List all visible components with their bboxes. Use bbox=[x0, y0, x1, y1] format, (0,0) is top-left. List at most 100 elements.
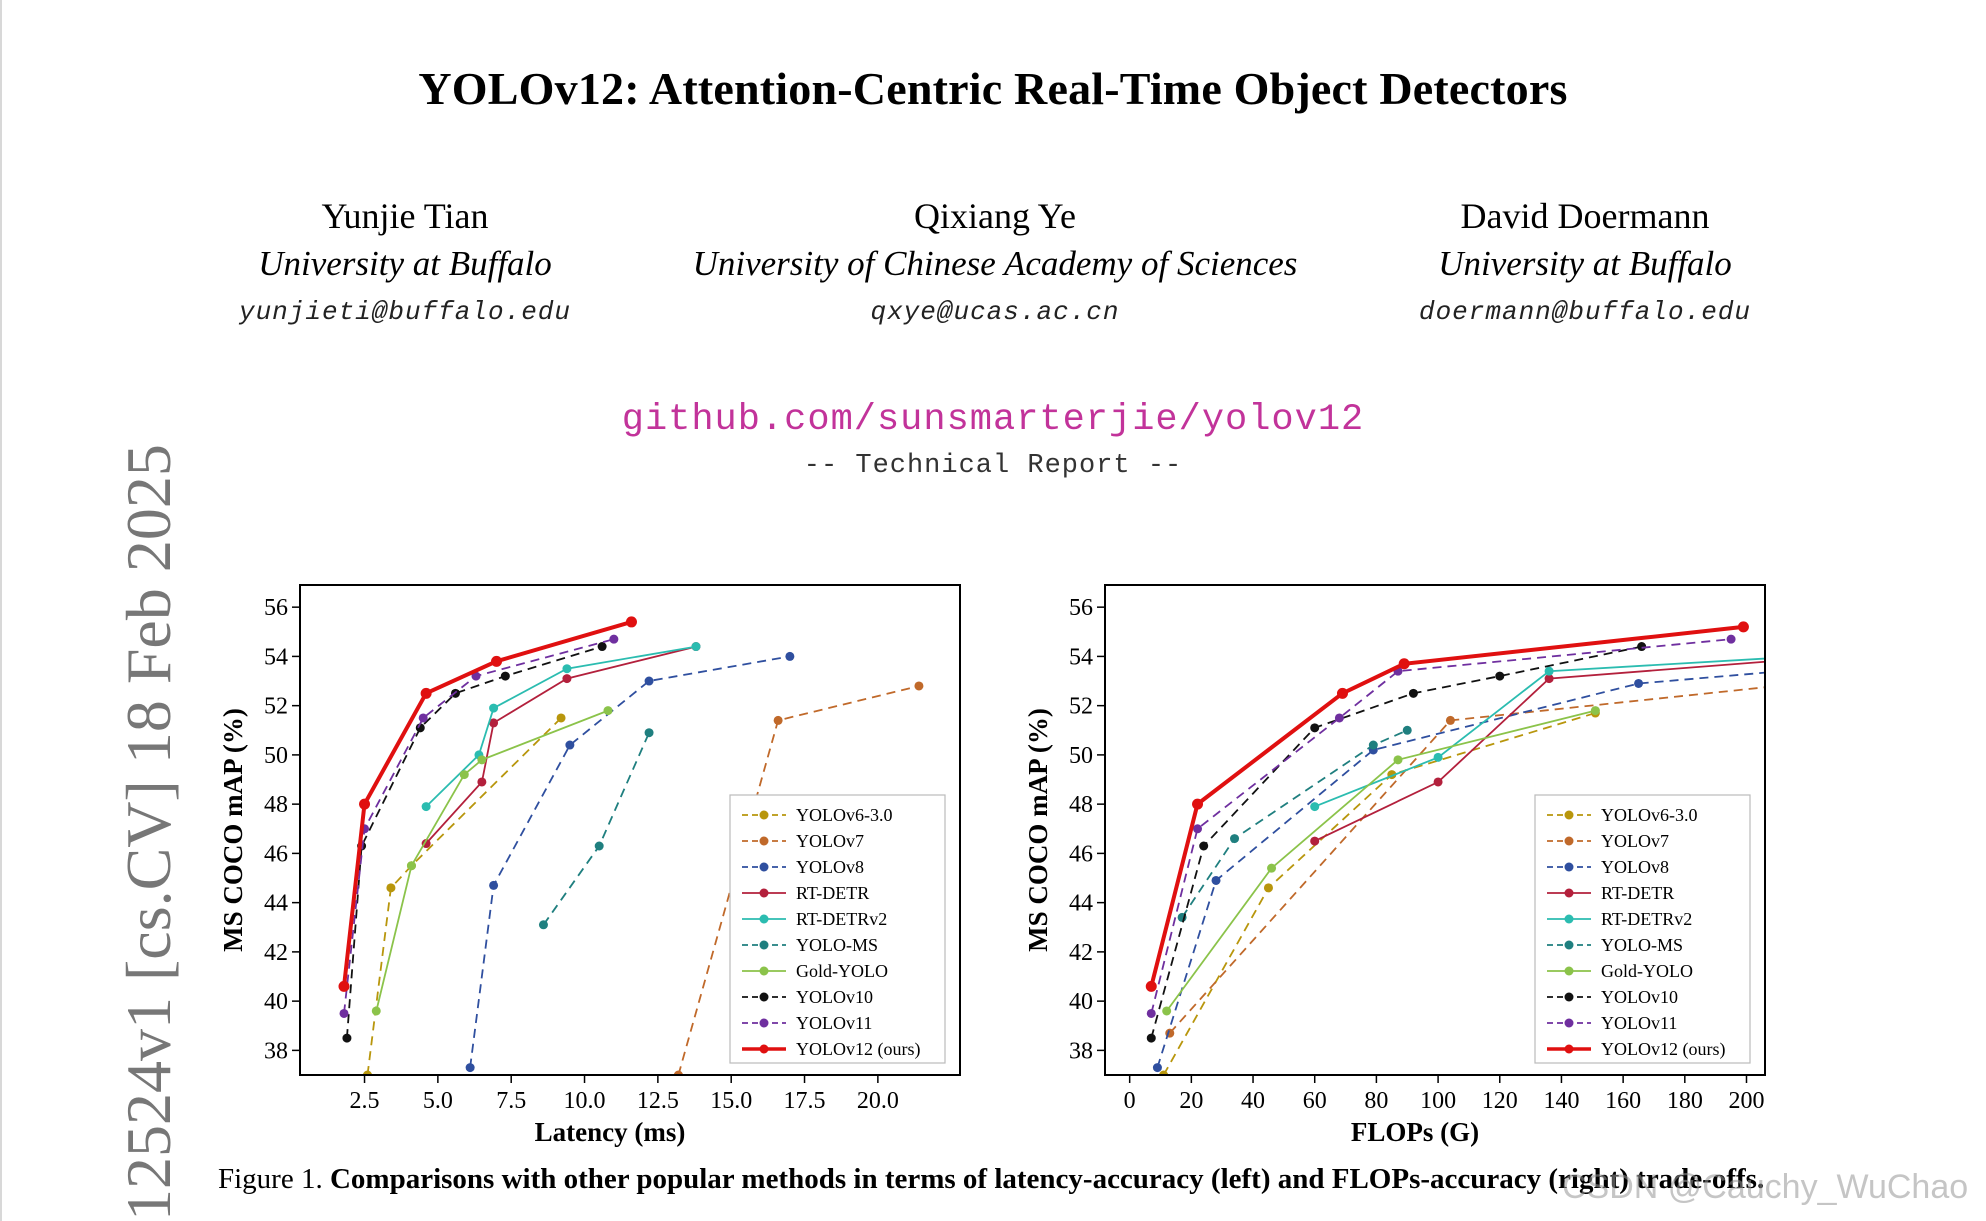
legend-marker-yolo-ms bbox=[759, 940, 769, 950]
y-tick-label: 50 bbox=[264, 743, 288, 769]
data-point-yolov10 bbox=[1310, 723, 1320, 733]
data-point-rt-detrv2 bbox=[489, 703, 499, 713]
x-tick-label: 200 bbox=[1728, 1088, 1764, 1114]
x-tick-label: 160 bbox=[1605, 1088, 1641, 1114]
series-line-yolov6-3-0 bbox=[1162, 712, 1596, 1075]
legend-marker-yolov11 bbox=[759, 1018, 769, 1028]
legend-marker-yolov10 bbox=[759, 992, 769, 1002]
github-link[interactable]: github.com/sunsmarterjie/yolov12 bbox=[621, 399, 1365, 441]
author-affiliation: University at Buffalo bbox=[258, 244, 552, 283]
author-affiliation: University of Chinese Academy of Science… bbox=[692, 244, 1298, 283]
data-point-gold-yolo bbox=[1590, 706, 1600, 716]
legend-marker-yolov10 bbox=[1564, 992, 1574, 1002]
data-point-yolov11 bbox=[471, 671, 481, 681]
y-tick-label: 46 bbox=[264, 841, 288, 867]
legend-label-gold-yolo: Gold-YOLO bbox=[796, 961, 888, 981]
x-tick-label: 10.0 bbox=[564, 1088, 606, 1114]
legend-label-yolov6-3-0: YOLOv6-3.0 bbox=[1601, 805, 1698, 825]
data-point-yolov12-ours bbox=[420, 687, 432, 699]
latency-accuracy-chart: 38 40 42 44 46 48 50 52 54 56 2.5 5.0 7.5 10.0 12.5 15.… bbox=[218, 584, 961, 1147]
data-point-rt-detr bbox=[489, 718, 499, 728]
y-tick-label: 52 bbox=[264, 694, 288, 720]
caption-text: Comparisons with other popular methods i… bbox=[329, 1163, 1765, 1195]
legend-marker-yolov6-3-0 bbox=[1564, 810, 1574, 820]
y-tick-label: 46 bbox=[1069, 841, 1093, 867]
data-point-yolov10 bbox=[1199, 841, 1209, 851]
data-point-gold-yolo bbox=[1162, 1006, 1172, 1016]
report-label: -- Technical Report -- bbox=[803, 451, 1183, 481]
author-1: Yunjie Tian University at Buffalo yunjie… bbox=[205, 192, 605, 336]
legend-marker-yolov12-ours bbox=[759, 1044, 769, 1054]
legend-label-yolov11: YOLOv11 bbox=[1601, 1013, 1677, 1033]
y-tick-label: 40 bbox=[264, 989, 288, 1015]
legend-marker-rt-detrv2 bbox=[759, 914, 769, 924]
data-point-yolov12-ours bbox=[359, 798, 371, 810]
data-point-yolov11 bbox=[418, 713, 428, 723]
y-tick-label: 54 bbox=[264, 644, 288, 670]
legend-label-yolov7: YOLOv7 bbox=[1601, 831, 1669, 851]
legend-label-yolov11: YOLOv11 bbox=[796, 1013, 872, 1033]
data-point-yolo-ms bbox=[1230, 834, 1240, 844]
data-point-yolov7 bbox=[673, 1070, 683, 1075]
author-3: David Doermann University at Buffalo doe… bbox=[1375, 192, 1795, 336]
x-tick-label: 100 bbox=[1420, 1088, 1456, 1114]
data-point-rt-detrv2 bbox=[691, 642, 701, 652]
series-group bbox=[1145, 621, 1782, 1075]
author-name: David Doermann bbox=[1460, 196, 1710, 236]
x-tick-label: 12.5 bbox=[637, 1088, 679, 1114]
legend-label-yolov12-ours: YOLOv12 (ours) bbox=[796, 1039, 920, 1060]
data-point-rt-detrv2 bbox=[1544, 666, 1554, 676]
author-email: doermann@buffalo.edu bbox=[1418, 297, 1752, 327]
x-axis-label: Latency (ms) bbox=[535, 1117, 686, 1147]
data-point-yolov8 bbox=[644, 676, 654, 686]
legend-label-rt-detr: RT-DETR bbox=[1601, 883, 1674, 903]
y-tick-label: 48 bbox=[264, 792, 288, 818]
data-point-yolov10 bbox=[415, 723, 425, 733]
data-point-gold-yolo bbox=[459, 770, 469, 780]
legend-label-yolov7: YOLOv7 bbox=[796, 831, 864, 851]
x-tick-label: 7.5 bbox=[496, 1088, 526, 1114]
legend-marker-yolov12-ours bbox=[1564, 1044, 1574, 1054]
legend-marker-yolov8 bbox=[759, 862, 769, 872]
y-tick-label: 40 bbox=[1069, 989, 1093, 1015]
data-point-yolov12-ours bbox=[1398, 658, 1410, 670]
data-point-yolov8 bbox=[489, 880, 499, 890]
legend-label-yolo-ms: YOLO-MS bbox=[796, 935, 878, 955]
x-tick-label: 40 bbox=[1241, 1088, 1265, 1114]
legend-marker-gold-yolo bbox=[1564, 966, 1574, 976]
data-point-yolov12-ours bbox=[625, 616, 637, 628]
series-line-yolov11 bbox=[343, 638, 615, 1014]
author-2: Qixiang Ye University of Chinese Academy… bbox=[630, 192, 1360, 336]
data-point-rt-detrv2 bbox=[1433, 752, 1443, 762]
data-point-rt-detr bbox=[1433, 777, 1443, 787]
x-tick-label: 15.0 bbox=[710, 1088, 752, 1114]
x-tick-label: 5.0 bbox=[423, 1088, 453, 1114]
data-point-rt-detrv2 bbox=[562, 664, 572, 674]
data-point-gold-yolo bbox=[477, 755, 487, 765]
data-point-yolov10 bbox=[1495, 671, 1505, 681]
data-point-yolov11 bbox=[1146, 1008, 1156, 1018]
data-point-yolov7 bbox=[773, 715, 783, 725]
x-tick-label: 17.5 bbox=[784, 1088, 826, 1114]
legend-label-yolov6-3-0: YOLOv6-3.0 bbox=[796, 805, 893, 825]
legend-marker-yolov8 bbox=[1564, 862, 1574, 872]
data-point-yolov12-ours bbox=[491, 655, 503, 667]
data-point-yolov7 bbox=[1773, 681, 1782, 690]
data-point-gold-yolo bbox=[1393, 755, 1403, 765]
figure-caption: Figure 1. Comparisons with other popular… bbox=[218, 1163, 1764, 1196]
author-name: Qixiang Ye bbox=[913, 196, 1077, 236]
x-tick-label: 140 bbox=[1543, 1088, 1579, 1114]
watermark: CSDN @Cauchy_WuChao bbox=[1562, 1168, 1969, 1206]
caption-prefix: Figure 1. bbox=[218, 1163, 330, 1195]
y-tick-label: 56 bbox=[1069, 595, 1093, 621]
y-tick-label: 48 bbox=[1069, 792, 1093, 818]
author-email: yunjieti@buffalo.edu bbox=[238, 297, 572, 327]
data-point-yolo-ms bbox=[1368, 740, 1378, 750]
legend-marker-gold-yolo bbox=[759, 966, 769, 976]
legend-label-yolov10: YOLOv10 bbox=[1601, 987, 1678, 1007]
legend-label-yolov8: YOLOv8 bbox=[796, 857, 864, 877]
series-line-yolov8 bbox=[1156, 671, 1765, 1068]
data-point-yolov6-3-0 bbox=[1159, 1070, 1169, 1075]
series-line-gold-yolo bbox=[375, 709, 609, 1012]
legend-marker-rt-detr bbox=[1564, 888, 1574, 898]
